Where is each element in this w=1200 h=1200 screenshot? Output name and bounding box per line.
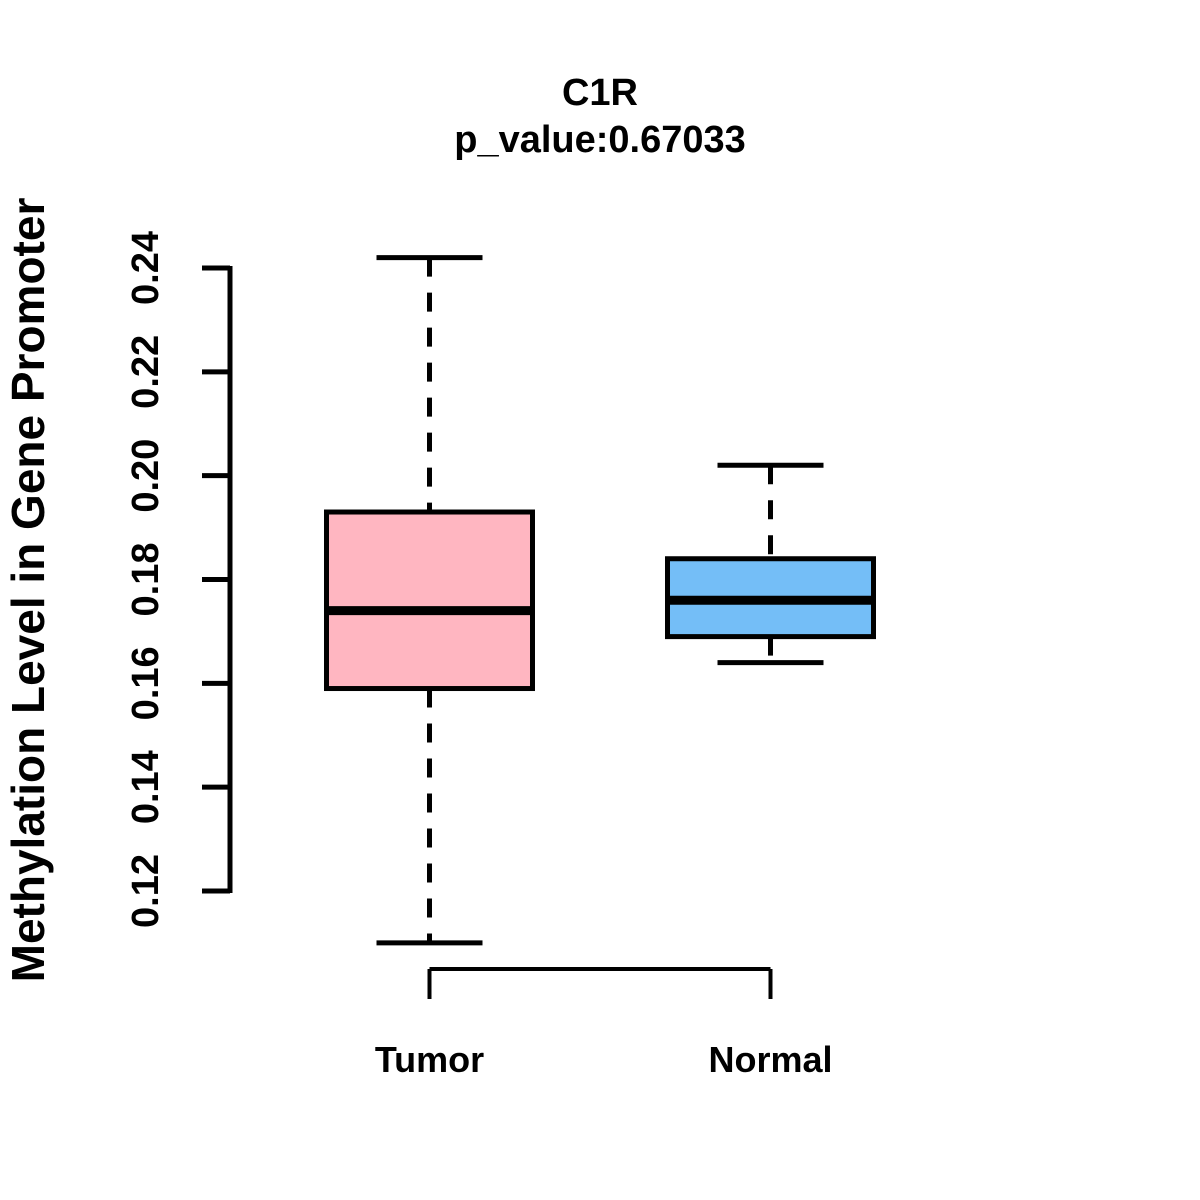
y-axis-label: Methylation Level in Gene Promoter bbox=[2, 198, 54, 983]
y-tick-label: 0.14 bbox=[125, 750, 167, 824]
chart-title: C1R bbox=[562, 72, 638, 114]
y-tick-label: 0.16 bbox=[125, 646, 167, 720]
y-tick-label: 0.12 bbox=[125, 854, 167, 928]
y-tick-label: 0.20 bbox=[125, 439, 167, 513]
y-tick-label: 0.24 bbox=[125, 231, 167, 305]
x-label-tumor: Tumor bbox=[375, 1039, 484, 1080]
x-label-normal: Normal bbox=[708, 1039, 832, 1080]
box-tumor bbox=[324, 509, 535, 692]
chart-subtitle: p_value:0.67033 bbox=[454, 119, 746, 161]
y-tick-label: 0.18 bbox=[125, 543, 167, 617]
y-tick-label: 0.22 bbox=[125, 335, 167, 409]
